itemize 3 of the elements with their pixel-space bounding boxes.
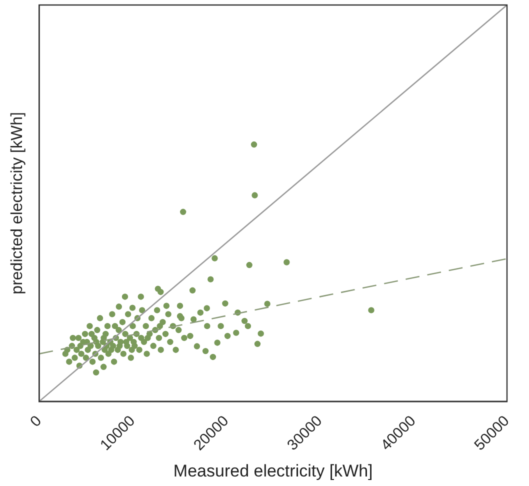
y-axis-title: predicted electricity [kWh]	[9, 112, 26, 294]
x-axis-title: Measured electricity [kWh]	[173, 461, 373, 480]
x-tick-label: 0	[27, 412, 45, 430]
